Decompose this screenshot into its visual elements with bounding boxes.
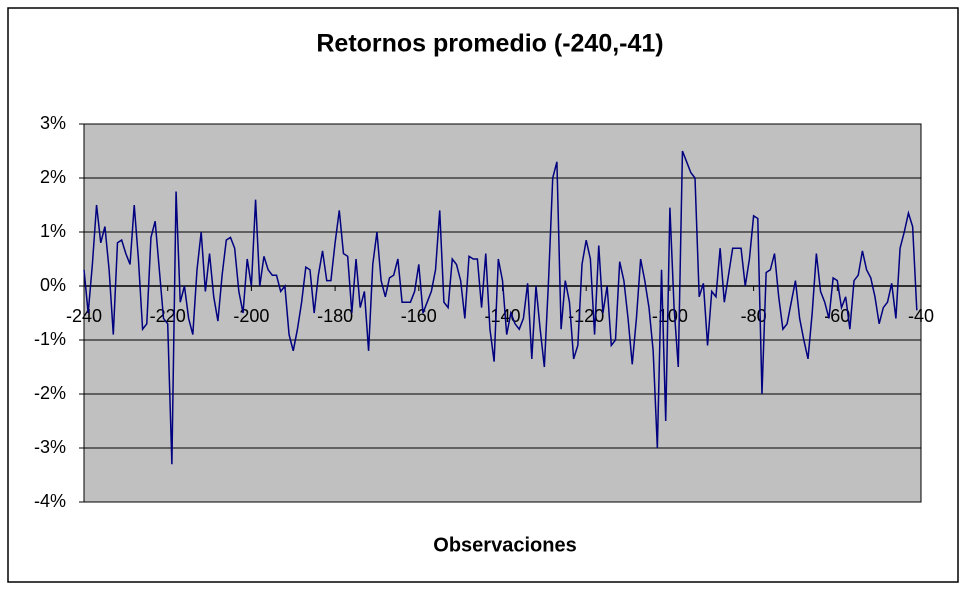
x-tick-label: -100	[652, 306, 688, 326]
x-tick-label: -180	[317, 306, 353, 326]
y-tick-label: 1%	[40, 221, 66, 241]
x-tick-label: -80	[741, 306, 767, 326]
chart-title: Retornos promedio (-240,-41)	[316, 30, 663, 58]
x-tick-label: -140	[484, 306, 520, 326]
data-line	[83, 150, 918, 465]
y-tick-label: 0%	[40, 275, 66, 295]
y-tick-label: -2%	[34, 383, 66, 403]
x-tick-label: -120	[568, 306, 604, 326]
x-tick-label: -160	[401, 306, 437, 326]
x-tick-label: -220	[150, 306, 186, 326]
x-tick-label: -200	[233, 306, 269, 326]
x-tick-label: -60	[824, 306, 850, 326]
x-tick-label: -40	[908, 306, 934, 326]
y-tick-label: -4%	[34, 491, 66, 511]
x-axis-label: Observaciones	[433, 534, 576, 556]
y-tick-label: -3%	[34, 437, 66, 457]
x-tick-label: -240	[66, 306, 102, 326]
y-tick-label: 3%	[40, 113, 66, 133]
y-tick-label: 2%	[40, 167, 66, 187]
y-tick-label: -1%	[34, 329, 66, 349]
